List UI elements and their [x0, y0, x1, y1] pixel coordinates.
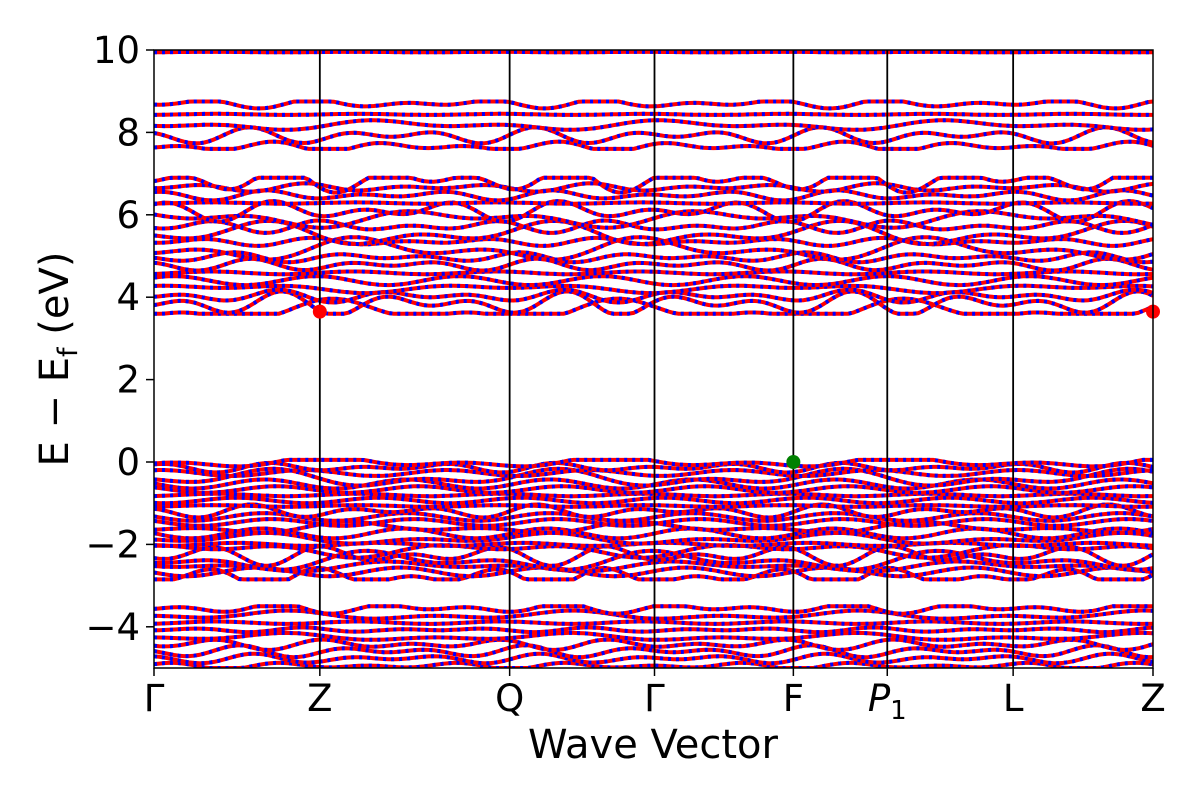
band-line-spin-down — [154, 630, 1153, 642]
plot-frame — [153, 49, 1154, 669]
x-tick-label: Γ — [144, 677, 165, 720]
band-line-spin-down — [154, 111, 1153, 117]
band-line-spin-up — [154, 283, 1153, 296]
band-line-spin-down — [154, 625, 1153, 635]
band-line-spin-up — [154, 118, 1153, 132]
band-line-spin-down — [154, 619, 1153, 626]
y-tick-label: 6 — [116, 194, 140, 237]
x-tick-label: Q — [495, 677, 524, 720]
x-tick-label: F — [783, 677, 804, 720]
x-tick-label: L — [1003, 677, 1024, 720]
y-tick-label: −4 — [85, 606, 140, 649]
y-tick-label: 2 — [116, 359, 140, 402]
x-tick-label: Z — [307, 677, 332, 720]
y-axis-title-main: E − E — [32, 357, 78, 467]
cbm-marker — [312, 304, 327, 319]
band-line-spin-up — [154, 36, 1153, 41]
y-tick-label: 4 — [116, 276, 140, 319]
band-line-spin-down — [154, 540, 1153, 548]
band-line-spin-down — [154, 125, 1153, 146]
band-line-spin-up — [154, 495, 1153, 506]
x-tick-label: Z — [1140, 677, 1165, 720]
y-axis-title: E − Ef (eV) — [32, 252, 84, 467]
y-tick-label: 0 — [116, 441, 140, 484]
band-line-spin-up — [154, 517, 1153, 528]
band-line-spin-down — [154, 200, 1153, 206]
band-line-spin-down — [154, 274, 1153, 288]
x-axis: Γ Z Q Γ F P1 L Z — [144, 668, 1166, 726]
y-axis-title-unit: (eV) — [32, 252, 78, 348]
high-symmetry-lines — [318, 50, 1015, 668]
band-line-spin-down — [154, 491, 1153, 499]
band-line-spin-up — [154, 625, 1153, 635]
extrema-markers — [312, 304, 1160, 469]
y-axis-title-sub: f — [53, 346, 84, 357]
vbm-marker — [786, 455, 801, 469]
bands-layer — [154, 36, 1153, 668]
band-line-spin-down — [154, 503, 1153, 509]
y-tick-label: −2 — [85, 523, 140, 566]
band-line-spin-down — [154, 36, 1153, 41]
x-tick-label: Γ — [644, 677, 665, 720]
band-line-spin-up — [154, 181, 1153, 194]
x-tick-label: P1 — [868, 677, 907, 726]
y-tick-label: 8 — [116, 111, 140, 154]
band-line-spin-up — [154, 608, 1153, 621]
y-axis: −4 −2 0 2 4 6 8 10 — [85, 29, 154, 649]
band-line-spin-down — [154, 218, 1153, 246]
band-line-spin-down — [154, 502, 1153, 520]
y-tick-label: 10 — [93, 29, 140, 72]
x-axis-title: Wave Vector — [528, 722, 779, 768]
band-line-spin-up — [154, 630, 1153, 642]
band-line-spin-down — [154, 565, 1153, 582]
band-line-spin-down — [154, 269, 1153, 277]
